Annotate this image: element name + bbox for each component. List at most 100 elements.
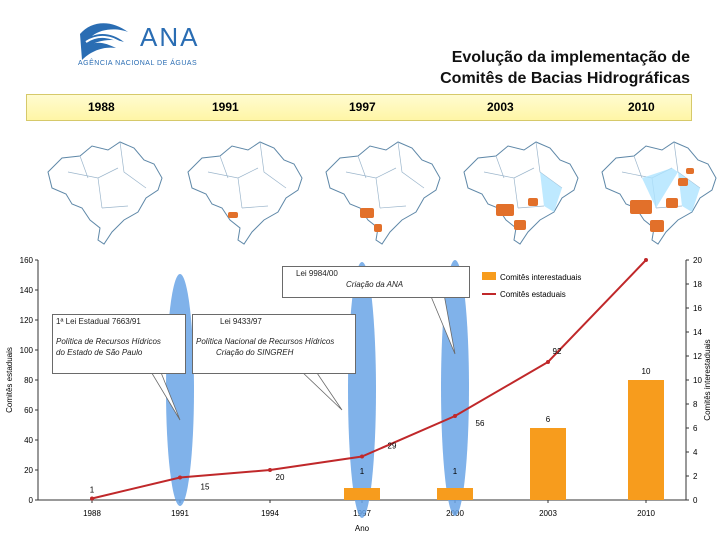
brazil-map-2010: [601, 141, 717, 245]
label-estaduais-2000: 56: [476, 419, 485, 428]
highlight-ellipse: [348, 262, 376, 518]
page-title: Evolução da implementação de Comitês de …: [370, 47, 690, 89]
basin-region-orange: [630, 200, 652, 214]
basin-region-blue: [642, 168, 678, 208]
logo-subtitle: AGÊNCIA NACIONAL DE ÁGUAS: [78, 60, 198, 67]
x-tick-label: 1988: [83, 509, 101, 518]
left-tick-label: 140: [20, 286, 34, 295]
x-tick-label: 1994: [261, 509, 279, 518]
right-tick-label: 10: [693, 376, 702, 385]
label-estaduais-2003: 92: [553, 347, 562, 356]
basin-region-orange: [678, 178, 688, 186]
callout-lei-7663-line1: Política de Recursos Hídricos: [56, 337, 161, 346]
title-line-1: Evolução da implementação de: [451, 49, 690, 66]
bar-interestaduais-2000: [437, 488, 473, 500]
year-label-2010: 2010: [628, 100, 655, 114]
callout-lei-9433-line2: Criação do SINGREH: [216, 348, 294, 357]
right-tick-label: 6: [693, 424, 698, 433]
left-tick-label: 100: [20, 346, 34, 355]
basin-region-blue: [540, 172, 562, 212]
point-estaduais-1997: [360, 454, 364, 459]
callout-lei-9433-title: Lei 9433/97: [220, 317, 262, 326]
basin-region-orange: [514, 220, 526, 230]
y-axis-left-title: Comitês estaduais: [5, 347, 14, 413]
right-tick-label: 12: [693, 352, 702, 361]
callout-lei-7663: 1ª Lei Estadual 7663/91 Política de Recu…: [52, 314, 186, 374]
ana-logo: [80, 23, 128, 60]
brazil-outline: [47, 141, 163, 245]
brazil-map-1988: [47, 141, 163, 245]
right-tick-label: 18: [693, 280, 702, 289]
bar-interestaduais-2010: [628, 380, 664, 500]
basin-region-orange: [666, 198, 678, 208]
brazil-outline: [325, 141, 441, 245]
legend-label-line: Comitês estaduais: [500, 290, 566, 299]
brazil-map-1991: [187, 141, 303, 245]
chart-legend: Comitês interestaduais Comitês estaduais: [482, 272, 581, 299]
point-estaduais-2000: [453, 414, 457, 418]
left-tick-label: 80: [24, 376, 33, 385]
year-label-1991: 1991: [212, 100, 239, 114]
label-interestaduais-2010: 10: [642, 367, 651, 376]
left-tick-label: 20: [24, 466, 33, 475]
point-estaduais-2003: [546, 360, 550, 364]
right-tick-label: 4: [693, 448, 698, 457]
year-label-1988: 1988: [88, 100, 115, 114]
point-estaduais-1988: [90, 496, 94, 501]
left-tick-label: 0: [29, 496, 34, 505]
year-band: [26, 94, 692, 121]
right-tick-label: 16: [693, 304, 702, 313]
logo-wordmark: ANA: [140, 22, 200, 52]
state-borders: [345, 141, 425, 209]
point-estaduais-1994: [268, 468, 272, 472]
title-line-2: Comitês de Bacias Hidrográficas: [440, 70, 690, 87]
callout-lei-9984: Lei 9984/00 Criação da ANA: [282, 266, 470, 298]
callout-lei-7663-title: 1ª Lei Estadual 7663/91: [56, 317, 141, 326]
basin-region-orange: [360, 208, 374, 218]
bar-interestaduais-1997: [344, 488, 380, 500]
left-tick-label: 40: [24, 436, 33, 445]
basin-region-orange: [374, 224, 382, 232]
brazil-maps-row: [47, 141, 717, 245]
water-wave-icon: [80, 23, 128, 60]
label-estaduais-1997: 29: [388, 442, 397, 451]
brazil-outline: [187, 141, 303, 245]
basin-region-orange: [496, 204, 514, 216]
callout-lei-9984-title: Lei 9984/00: [296, 269, 338, 278]
left-tick-label: 120: [20, 316, 34, 325]
point-estaduais-1991: [178, 475, 182, 480]
left-tick-label: 60: [24, 406, 33, 415]
x-tick-label: 1991: [171, 509, 189, 518]
label-estaduais-1988: 1: [90, 486, 95, 495]
callout-lei-9433: Lei 9433/97 Política Nacional de Recurso…: [192, 314, 356, 374]
state-borders: [207, 141, 287, 209]
right-tick-label: 0: [693, 496, 698, 505]
right-tick-label: 8: [693, 400, 698, 409]
basin-region-orange: [686, 168, 694, 174]
x-tick-label: 2003: [539, 509, 557, 518]
year-label-2003: 2003: [487, 100, 514, 114]
legend-swatch-bar: [482, 272, 496, 280]
point-estaduais-2010: [644, 258, 648, 262]
brazil-map-1997: [325, 141, 441, 245]
left-tick-label: 160: [20, 256, 34, 265]
label-interestaduais-2003: 6: [546, 415, 551, 424]
y-axis-right-title: Comitês interestaduais: [703, 339, 712, 420]
brazil-map-2003: [463, 141, 579, 245]
legend-label-bar: Comitês interestaduais: [500, 273, 581, 282]
right-tick-label: 2: [693, 472, 698, 481]
callout-lei-9433-line1: Política Nacional de Recursos Hídricos: [196, 337, 335, 346]
x-tick-label: 2010: [637, 509, 655, 518]
highlight-ellipse: [166, 274, 194, 506]
x-axis-title: Ano: [355, 524, 370, 533]
bar-interestaduais-2003: [530, 428, 566, 500]
basin-region-orange: [228, 212, 238, 218]
state-borders: [67, 141, 147, 209]
callout-tail-9433: [299, 369, 343, 411]
callout-lei-9984-line1: Criação da ANA: [346, 280, 404, 289]
basin-region-orange: [650, 220, 664, 232]
label-interestaduais-2000: 1: [453, 467, 458, 476]
label-estaduais-1994: 20: [276, 473, 285, 482]
label-interestaduais-1997: 1: [360, 467, 365, 476]
label-estaduais-2010: 160: [629, 250, 643, 252]
